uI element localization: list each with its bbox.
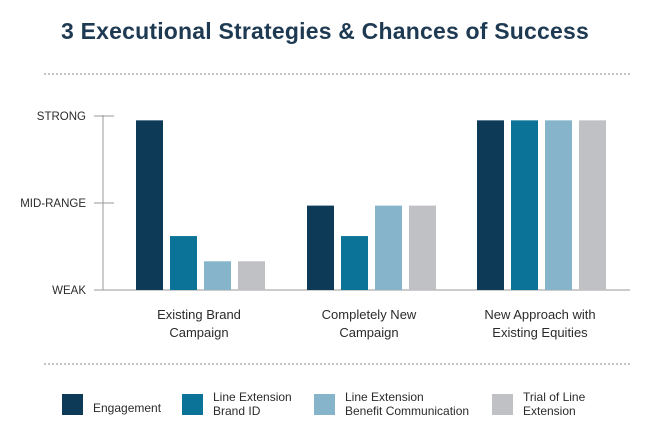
- legend-swatch: [182, 394, 203, 415]
- legend-label: Line Extension Benefit Communication: [345, 390, 470, 418]
- bar: [170, 236, 197, 290]
- bar: [579, 120, 606, 290]
- bar: [136, 120, 163, 290]
- bar: [477, 120, 504, 290]
- legend-swatch: [62, 394, 83, 415]
- bar: [545, 120, 572, 290]
- y-tick-label: WEAK: [52, 285, 86, 297]
- bar-chart: WEAK MID-RANGE STRONG Existing Brand Campaig…: [20, 111, 630, 340]
- bar: [511, 120, 538, 290]
- category-label: New Approach with: [484, 307, 595, 322]
- bar: [307, 205, 334, 290]
- category-label: Existing Equities: [492, 325, 588, 340]
- bar: [375, 205, 402, 290]
- chart-title: 3 Executional Strategies & Chances of Su…: [61, 18, 589, 44]
- legend-item: Engagement: [62, 390, 161, 415]
- y-tick-label: MID-RANGE: [20, 198, 86, 210]
- top-divider: [44, 73, 630, 75]
- category-label: Completely New: [322, 307, 417, 322]
- legend-item: Line Extension Benefit Communication: [314, 390, 469, 418]
- legend-swatch: [314, 394, 335, 415]
- bar: [341, 236, 368, 290]
- bar: [204, 261, 231, 290]
- category-label: Campaign: [339, 325, 398, 340]
- category-label: Campaign: [169, 325, 228, 340]
- legend-swatch: [492, 394, 513, 415]
- y-tick-label: STRONG: [37, 111, 86, 123]
- legend-label: Line Extension Brand ID: [213, 390, 292, 418]
- chart-legend: Engagement Line Extension Brand ID Line Ex…: [56, 390, 636, 430]
- legend-item: Line Extension Brand ID: [182, 390, 292, 418]
- legend-label: Trial of Line Extension: [523, 390, 586, 418]
- legend-label: Engagement: [93, 401, 162, 415]
- category-label: Existing Brand: [157, 307, 241, 322]
- legend-item: Trial of Line Extension: [492, 390, 585, 418]
- bottom-divider: [44, 363, 630, 365]
- bar: [409, 205, 436, 290]
- bar: [238, 261, 265, 290]
